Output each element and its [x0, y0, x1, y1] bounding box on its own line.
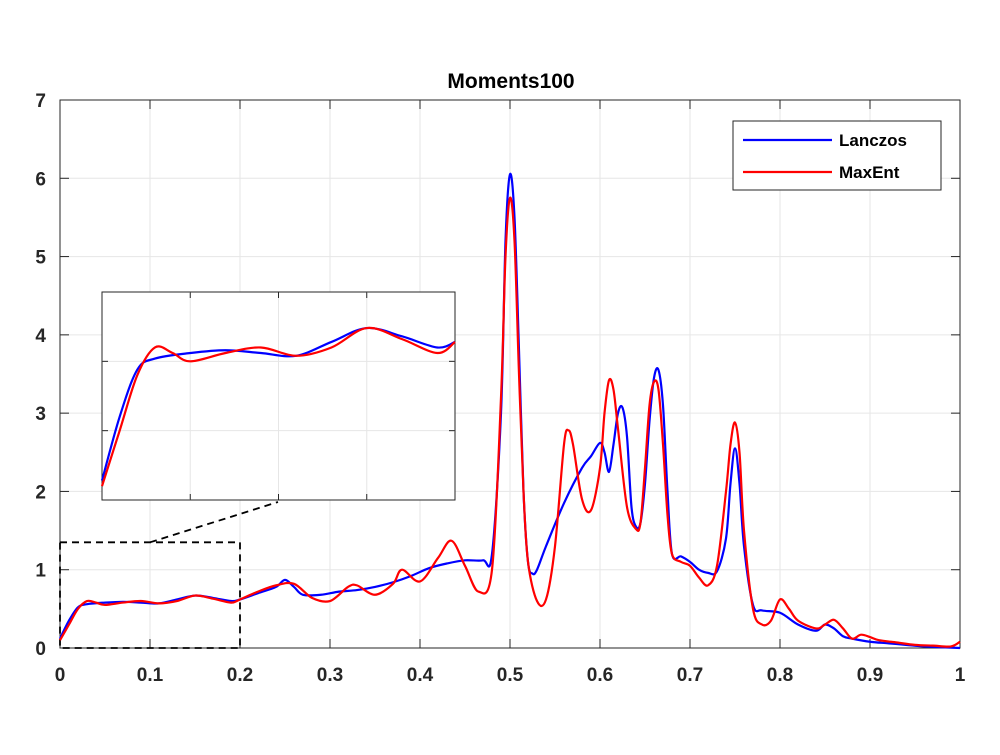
x-tick-label: 0.6	[587, 665, 613, 686]
zoom-region	[59, 501, 279, 649]
y-tick-label: 2	[35, 482, 46, 503]
x-tick-label: 0.3	[317, 665, 343, 686]
y-tick-label: 1	[35, 561, 46, 582]
series-line-maxent	[59, 196, 961, 648]
zoom-connector	[149, 501, 279, 544]
legend-box	[732, 120, 942, 191]
x-tick-label: 0	[55, 665, 66, 686]
x-tick-label: 0.7	[677, 665, 703, 686]
inset-series-line-lanczos	[100, 326, 456, 481]
legend-label-maxent: MaxEnt	[839, 163, 900, 182]
x-tick-label: 0.5	[497, 665, 524, 686]
legend-label-lanczos: Lanczos	[839, 131, 907, 150]
inset-series-line-maxent	[100, 326, 456, 487]
chart-title: Moments100	[447, 70, 574, 93]
y-tick-label: 3	[35, 404, 46, 425]
y-tick-label: 6	[35, 169, 46, 190]
x-tick-label: 1	[955, 665, 966, 686]
tick-labels: 0 0.1 0.2 0.3 0.4 0.5 0.6 0.7 0.8 0.9 1 0 1 2 3 4 5 6 7	[35, 91, 965, 686]
x-tick-label: 0.8	[767, 665, 793, 686]
axes	[59, 99, 961, 649]
x-tick-label: 0.4	[407, 665, 434, 686]
y-tick-label: 7	[35, 91, 46, 112]
plot-series	[59, 172, 961, 650]
x-tick-label: 0.2	[227, 665, 253, 686]
inset-plot	[100, 291, 456, 501]
y-tick-label: 4	[35, 326, 46, 347]
x-tick-label: 0.9	[857, 665, 883, 686]
y-tick-label: 0	[35, 639, 46, 660]
x-tick-label: 0.1	[137, 665, 164, 686]
y-tick-label: 5	[35, 248, 46, 269]
legend: Lanczos MaxEnt	[732, 120, 942, 191]
